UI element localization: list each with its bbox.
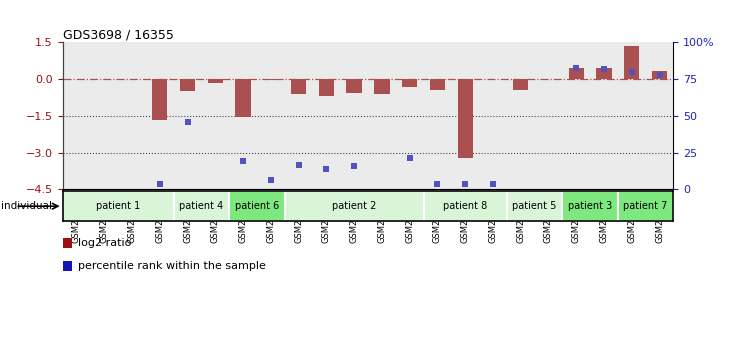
Bar <box>423 191 507 221</box>
Text: patient 8: patient 8 <box>443 201 487 211</box>
Bar <box>285 191 423 221</box>
Bar <box>313 42 340 189</box>
Text: GDS3698 / 16355: GDS3698 / 16355 <box>63 28 174 41</box>
Bar <box>618 42 645 189</box>
Bar <box>180 79 195 91</box>
Bar <box>63 42 91 189</box>
Text: patient 6: patient 6 <box>235 201 279 211</box>
Text: patient 3: patient 3 <box>568 201 612 211</box>
Bar <box>569 68 584 79</box>
Bar <box>618 191 673 221</box>
Bar <box>645 42 673 189</box>
Bar <box>423 42 451 189</box>
Bar <box>118 42 146 189</box>
Text: percentile rank within the sample: percentile rank within the sample <box>78 261 266 272</box>
Text: patient 4: patient 4 <box>180 201 224 211</box>
Bar <box>507 191 562 221</box>
Bar <box>257 42 285 189</box>
Bar <box>229 191 285 221</box>
Text: patient 1: patient 1 <box>96 201 141 211</box>
Bar <box>507 42 534 189</box>
Bar <box>396 42 423 189</box>
Bar <box>285 42 313 189</box>
Bar <box>402 79 417 86</box>
Bar <box>229 42 257 189</box>
Bar <box>347 79 362 93</box>
Bar <box>624 46 640 79</box>
Bar <box>291 79 306 94</box>
Bar <box>202 42 229 189</box>
Bar <box>174 191 229 221</box>
Text: patient 2: patient 2 <box>332 201 376 211</box>
Bar <box>596 68 612 79</box>
Bar <box>319 79 334 96</box>
Bar <box>340 42 368 189</box>
Bar <box>590 42 618 189</box>
Bar <box>152 79 167 120</box>
Bar <box>652 71 668 79</box>
Text: patient 7: patient 7 <box>623 201 668 211</box>
Text: log2 ratio: log2 ratio <box>78 238 131 249</box>
Bar <box>479 42 507 189</box>
Bar <box>562 191 618 221</box>
Text: patient 5: patient 5 <box>512 201 557 211</box>
Bar <box>374 79 389 94</box>
Bar <box>146 42 174 189</box>
Bar <box>534 42 562 189</box>
Bar <box>513 79 528 90</box>
Bar <box>208 79 223 83</box>
Bar <box>451 42 479 189</box>
Bar <box>562 42 590 189</box>
Bar <box>430 79 445 90</box>
Bar <box>91 42 118 189</box>
Bar <box>263 79 278 80</box>
Bar <box>63 191 174 221</box>
Bar <box>236 79 251 117</box>
Bar <box>458 79 473 158</box>
Text: individual: individual <box>1 201 52 211</box>
Bar <box>368 42 396 189</box>
Bar <box>174 42 202 189</box>
